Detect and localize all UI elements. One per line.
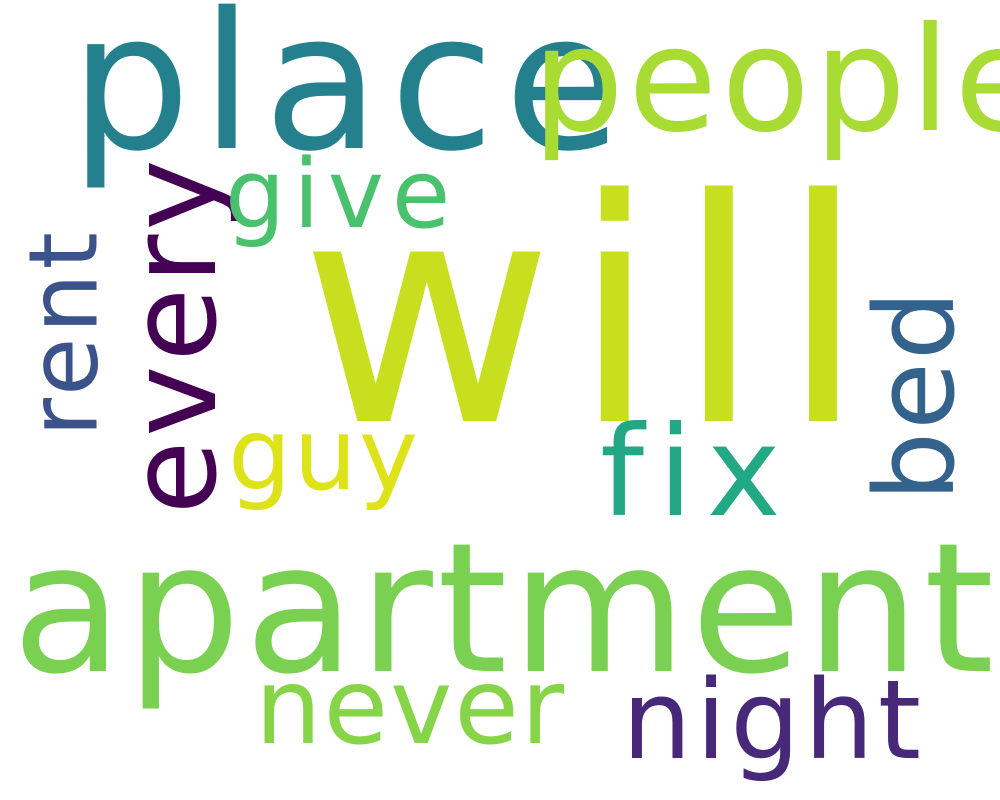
word-night: night xyxy=(622,656,925,784)
word-place: place xyxy=(70,0,632,193)
word-will: will xyxy=(300,134,884,495)
word-never: never xyxy=(255,646,567,768)
word-give: give xyxy=(225,140,459,250)
word-fix: fix xyxy=(600,400,795,545)
word-people: people xyxy=(532,0,1000,165)
word-bed: bed xyxy=(851,288,979,502)
word-rent: rent xyxy=(9,228,120,437)
word-guy: guy xyxy=(228,396,421,513)
word-every: every xyxy=(105,155,244,515)
word-apartment: apartment xyxy=(12,505,999,714)
